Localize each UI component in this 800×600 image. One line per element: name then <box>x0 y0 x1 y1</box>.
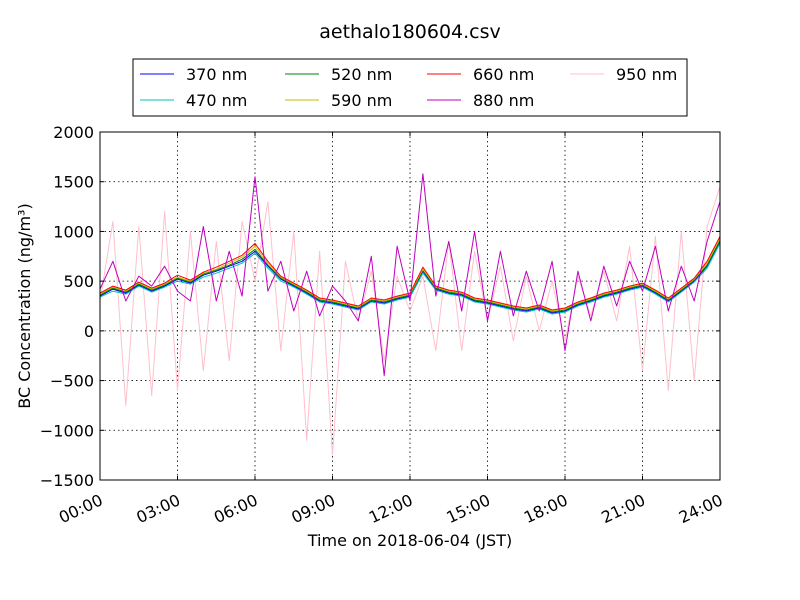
x-tick-label: 06:00 <box>211 490 261 527</box>
y-tick-label: 0 <box>84 322 94 341</box>
y-tick-label: 2000 <box>53 123 94 142</box>
x-tick-label: 03:00 <box>133 490 183 527</box>
grid-lines <box>99 131 721 481</box>
plot-frame <box>99 131 721 481</box>
series-line-590-nm <box>99 238 721 312</box>
x-tick-label: 12:00 <box>366 490 416 527</box>
y-tick-label: 500 <box>63 272 94 291</box>
x-tick-label: 15:00 <box>443 490 493 527</box>
y-axis-label: BC Concentration (ng/m³) <box>15 203 34 408</box>
y-tick-labels: 2000 1500 1000 500 0 −500 −1000 −1500 <box>40 123 94 490</box>
legend-label: 950 nm <box>616 65 677 84</box>
chart-title: aethalo180604.csv <box>319 21 501 43</box>
legend-box <box>132 58 688 117</box>
x-axis-label: Time on 2018-06-04 (JST) <box>307 531 512 550</box>
series-lines <box>99 173 721 456</box>
legend-label: 590 nm <box>331 91 392 110</box>
y-tick-label: −500 <box>50 372 94 391</box>
x-tick-label: 00:00 <box>56 490 106 527</box>
x-tick-label: 09:00 <box>288 490 338 527</box>
series-line-660-nm <box>99 236 721 311</box>
series-line-520-nm <box>99 240 721 313</box>
legend-label: 880 nm <box>473 91 534 110</box>
x-tick-label: 24:00 <box>676 490 726 527</box>
series-line-880-nm <box>99 173 721 377</box>
x-tick-labels: 00:00 03:00 06:00 09:00 12:00 15:00 18:00 21:00… <box>56 490 726 527</box>
legend-label: 520 nm <box>331 65 392 84</box>
x-tick-label: 21:00 <box>598 490 648 527</box>
legend-label: 370 nm <box>186 65 247 84</box>
legend-label: 660 nm <box>473 65 534 84</box>
legend: 370 nm 470 nm 520 nm 590 nm 660 nm 880 nm 950 … <box>132 58 688 117</box>
x-tick-label: 18:00 <box>521 490 571 527</box>
y-tick-label: −1500 <box>40 471 94 490</box>
axis-ticks <box>99 131 721 481</box>
series-line-950-nm <box>99 186 721 456</box>
y-tick-label: 1500 <box>53 173 94 192</box>
legend-label: 470 nm <box>186 91 247 110</box>
y-tick-label: −1000 <box>40 421 94 440</box>
y-tick-label: 1000 <box>53 222 94 241</box>
